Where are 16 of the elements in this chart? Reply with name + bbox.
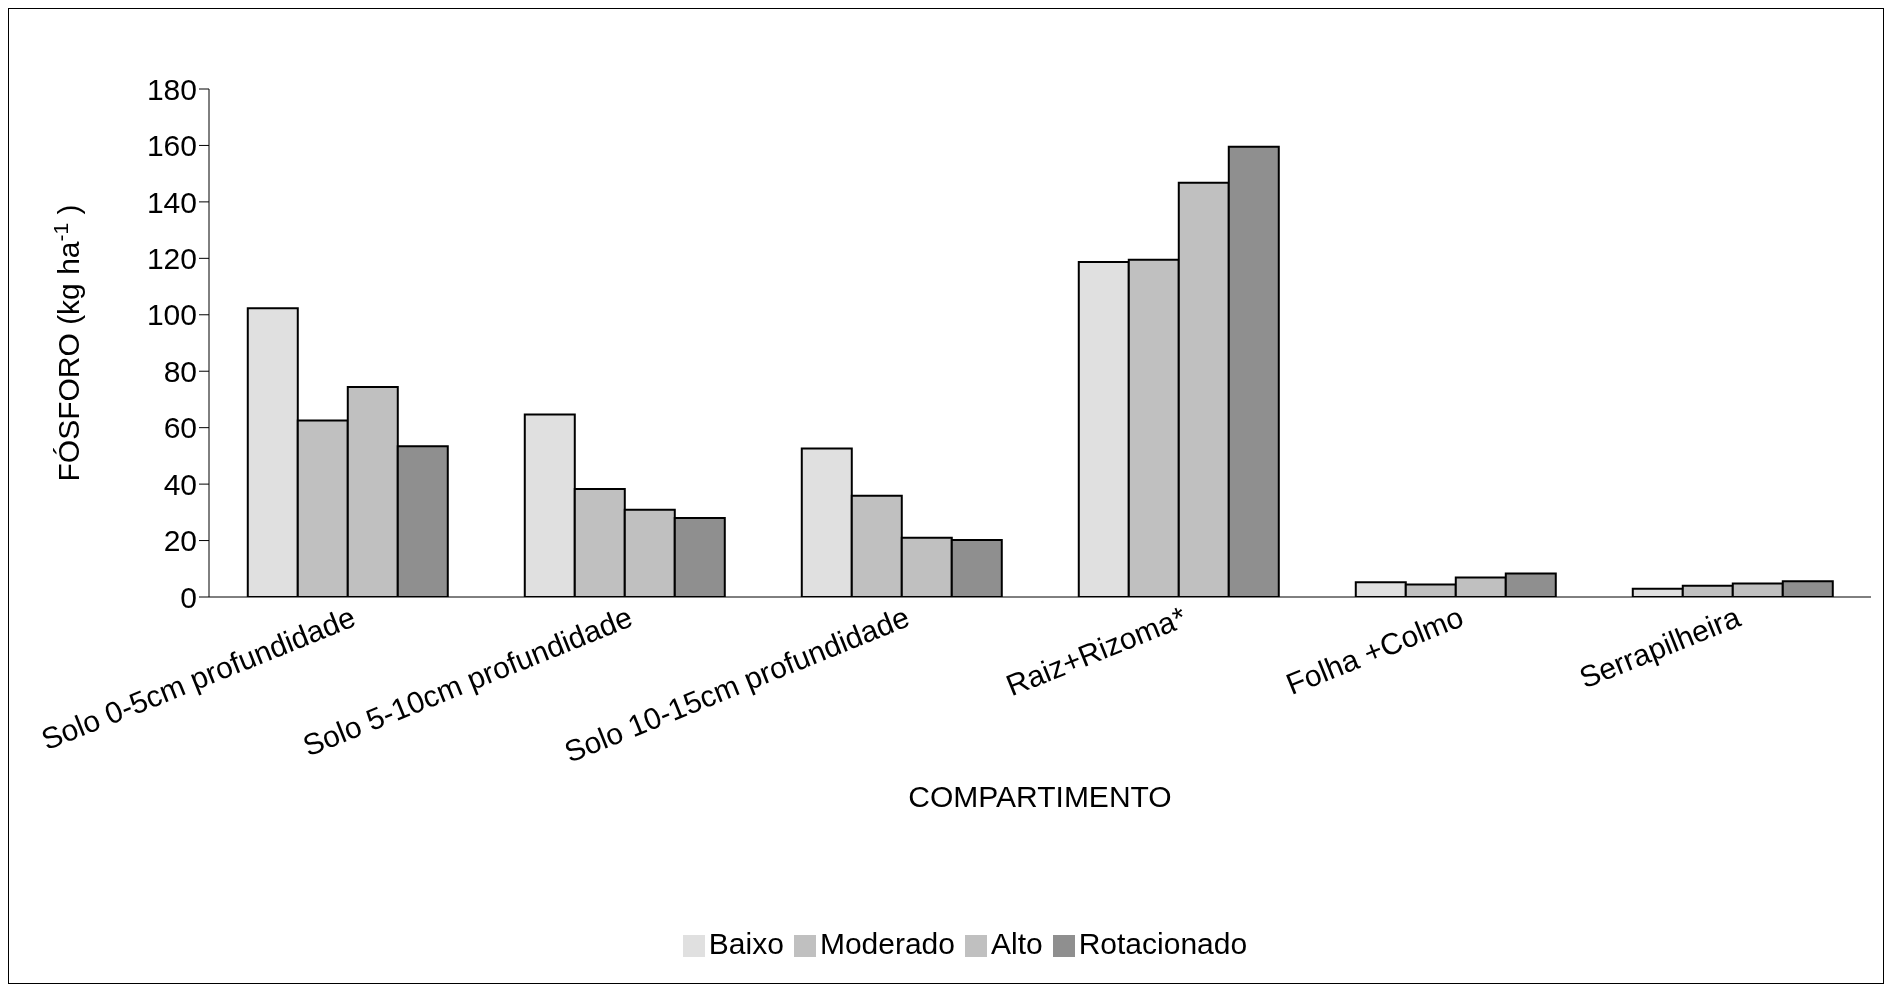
y-tick-label: 180 bbox=[146, 72, 197, 106]
y-tick-label: 0 bbox=[180, 580, 197, 614]
legend-label: Baixo bbox=[708, 927, 784, 960]
y-tick-label: 100 bbox=[146, 298, 197, 332]
y-tick-label: 120 bbox=[146, 241, 197, 275]
legend-label: Moderado bbox=[819, 927, 955, 960]
y-tick-label: 80 bbox=[163, 354, 197, 388]
y-tick-label: 40 bbox=[163, 467, 197, 501]
x-axis-title: COMPARTIMENTO bbox=[908, 780, 1172, 813]
y-tick-label: 160 bbox=[146, 129, 197, 163]
legend-label: Rotacionado bbox=[1078, 927, 1248, 960]
y-tick-label: 20 bbox=[163, 524, 197, 558]
y-tick-label: 60 bbox=[163, 411, 197, 445]
x-tick-label: Folha +Colmo bbox=[1281, 599, 1468, 701]
y-tick-label: 140 bbox=[146, 185, 197, 219]
legend-label: Alto bbox=[990, 927, 1043, 960]
